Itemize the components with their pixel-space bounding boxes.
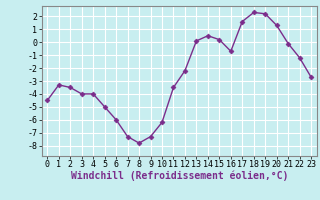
- X-axis label: Windchill (Refroidissement éolien,°C): Windchill (Refroidissement éolien,°C): [70, 171, 288, 181]
